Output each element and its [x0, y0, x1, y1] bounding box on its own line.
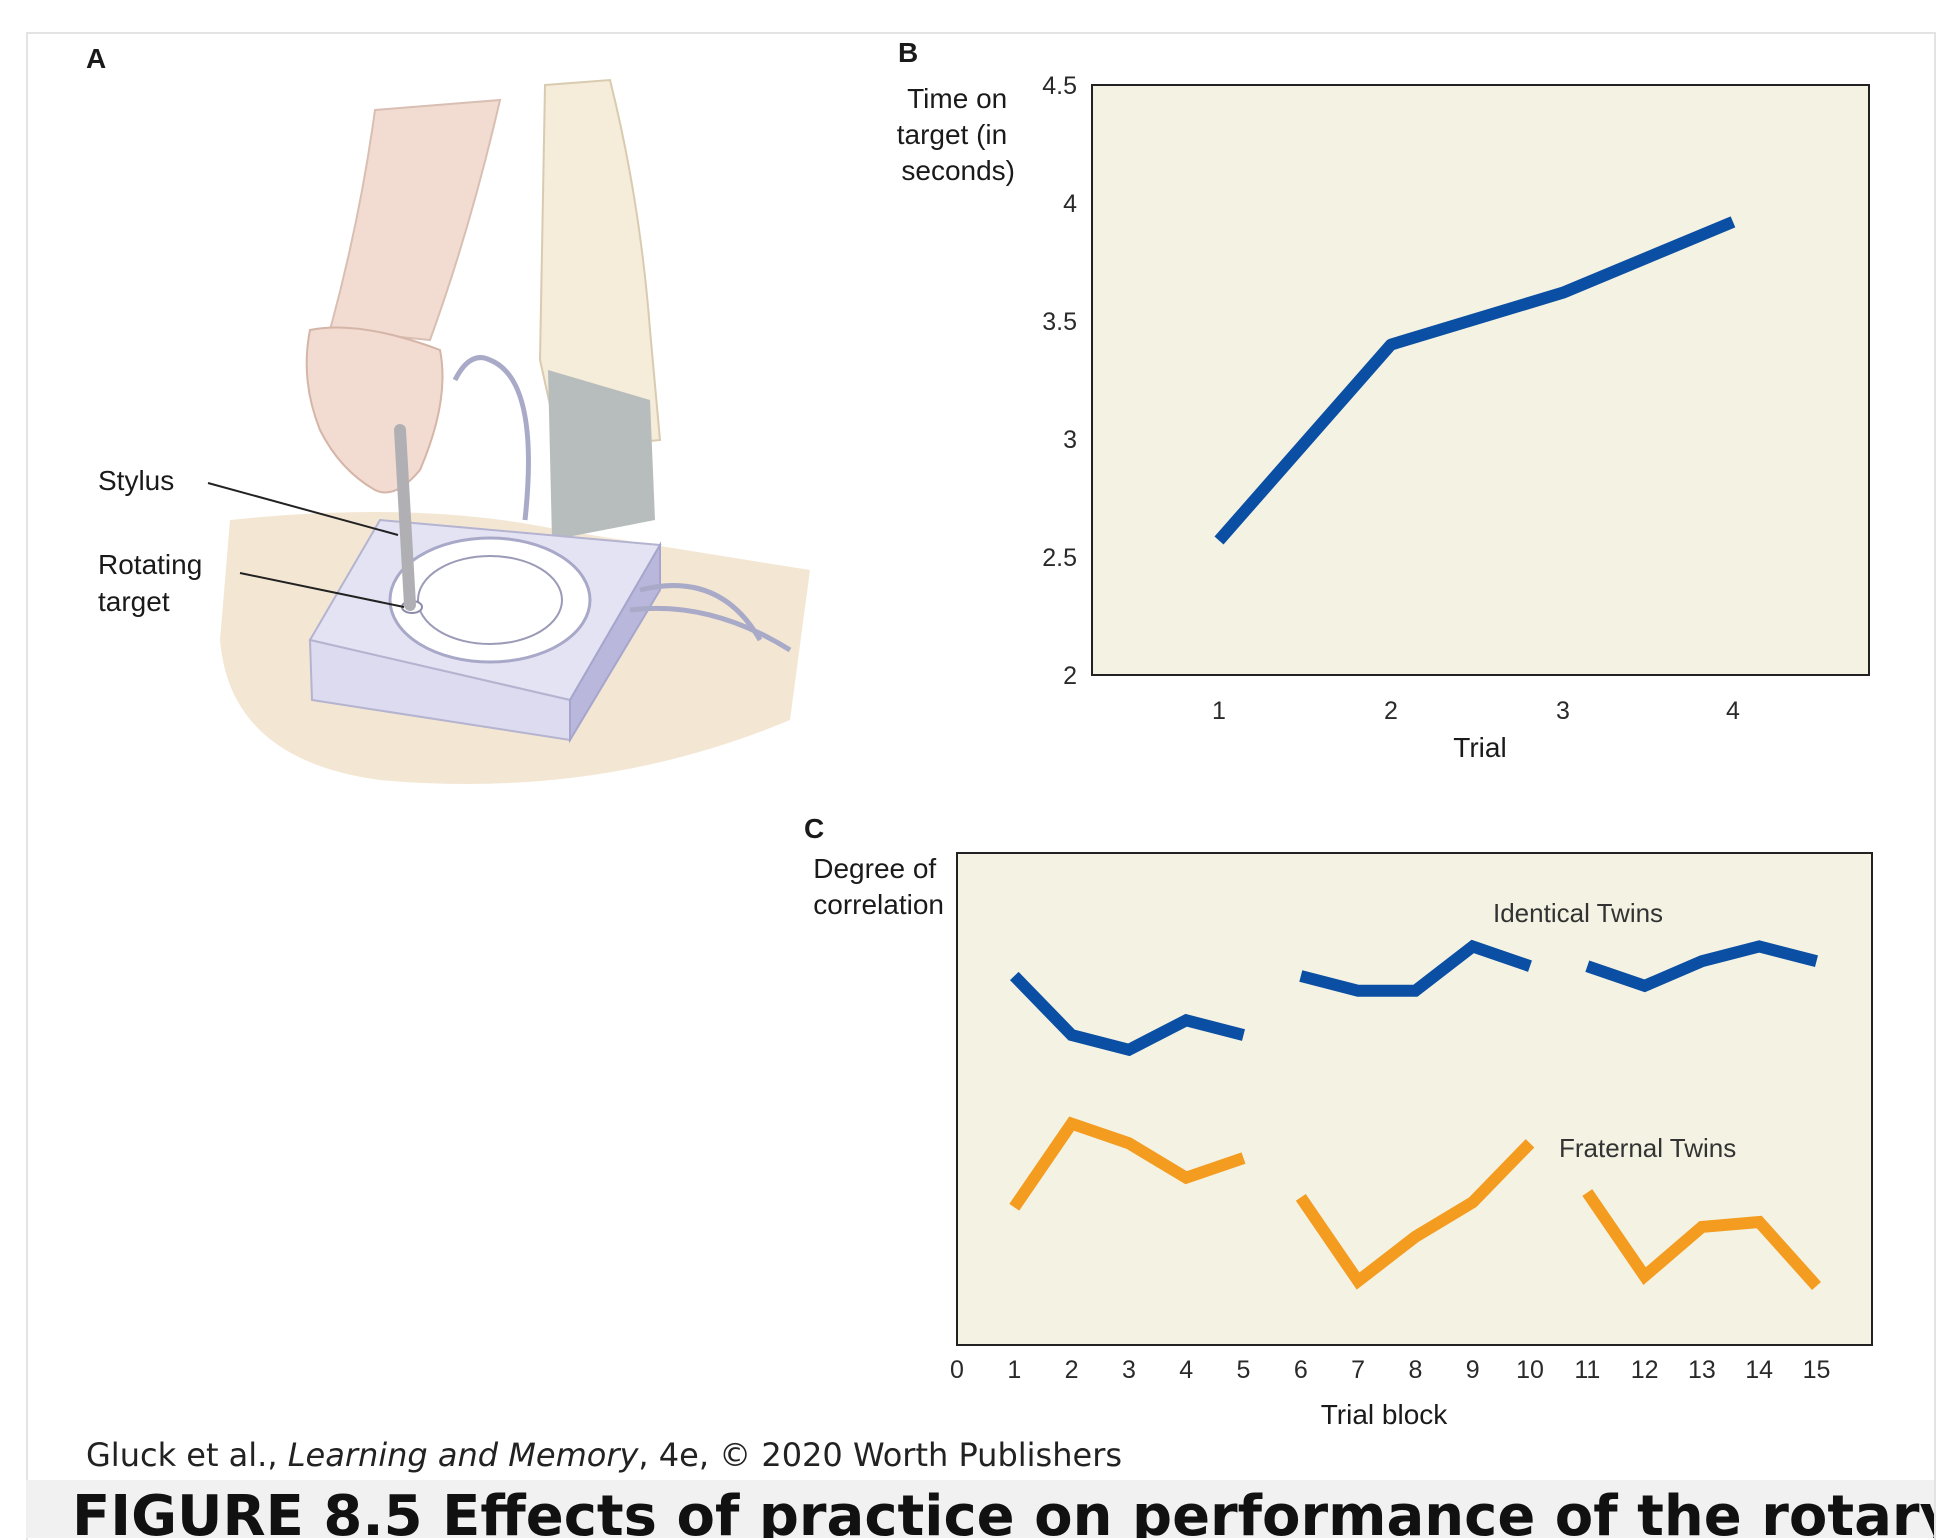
panel-a-letter: A: [86, 43, 106, 74]
panel-b-xtick: 4: [1726, 697, 1740, 725]
panel-c-xtick: 0: [950, 1356, 964, 1384]
rotating-target-label-line-2: target: [98, 586, 170, 617]
trousers: [548, 370, 655, 540]
panel-c-xtick: 7: [1351, 1356, 1365, 1384]
panel-b-xlabel: Trial: [1453, 732, 1506, 763]
panel-b-ytick: 3: [1063, 426, 1077, 454]
panel-c-xtick: 12: [1631, 1356, 1659, 1384]
figure-caption-title: FIGURE 8.5 Effects of practice on perfor…: [72, 1484, 1934, 1538]
panel-c-xtick: 15: [1803, 1356, 1831, 1384]
panel-c-xtick: 13: [1688, 1356, 1716, 1384]
hand: [305, 326, 444, 494]
panel-c-xtick: 1: [1007, 1356, 1021, 1384]
panel-b-xtick: 3: [1556, 697, 1570, 725]
panel-b-xtick: 2: [1384, 697, 1398, 725]
fraternal-twins-segment-2: [1295, 1139, 1535, 1290]
legend-identical-twins: Identical Twins: [1493, 898, 1663, 928]
panel-c-ticks: 0 1 2 3 4 5 6 7 8 9 10 11 12 13 14 15: [950, 1356, 1830, 1384]
credit-suffix: , 4e, © 2020 Worth Publishers: [638, 1436, 1123, 1474]
panel-c-xtick: 8: [1408, 1356, 1422, 1384]
panel-b-ytick: 2.5: [1042, 544, 1077, 572]
panel-c-ylabel-line-2: correlation: [813, 889, 944, 920]
arm: [328, 98, 502, 342]
panel-c-plot-area: [956, 852, 1873, 1346]
panel-c-xtick: 3: [1122, 1356, 1136, 1384]
panel-b-letter: B: [898, 37, 918, 68]
panel-c-letter: C: [804, 813, 824, 844]
panel-c-xtick: 4: [1179, 1356, 1193, 1384]
identical-twins-segment-1: [1009, 971, 1245, 1057]
panel-b-ylabel-line-2: target (in: [897, 119, 1008, 150]
panel-c-xtick: 14: [1745, 1356, 1773, 1384]
panel-b-ytick: 2: [1063, 662, 1077, 690]
identical-twins-segment-2: [1299, 939, 1532, 997]
panel-a-illustration: A Stylus Rotating target: [86, 43, 810, 784]
figure-credit: Gluck et al., Learning and Memory, 4e, ©…: [86, 1436, 1122, 1474]
fraternal-twins-segment-3: [1582, 1189, 1821, 1290]
panel-b-ytick: 4: [1063, 190, 1077, 218]
cable: [452, 355, 531, 521]
fraternal-twins-segment-1: [1009, 1116, 1246, 1211]
target-leader-line: [239, 572, 405, 608]
panel-b-xtick: 1: [1212, 697, 1226, 725]
credit-book-title: Learning and Memory: [287, 1436, 639, 1474]
panel-c-chart: C Degree of correlation 0 1 2 3 4 5 6 7 8 9 10 11 12…: [804, 813, 1873, 1430]
panel-c-ylabel-line-1: Degree of: [813, 853, 936, 884]
credit-prefix: Gluck et al.,: [86, 1436, 288, 1474]
turntable-track: [417, 555, 563, 645]
panel-c-xtick: 6: [1294, 1356, 1308, 1384]
legend-fraternal-twins: Fraternal Twins: [1559, 1133, 1736, 1163]
torso: [538, 78, 662, 452]
panel-b-ylabel-line-1: Time on: [907, 83, 1007, 114]
stylus: [394, 424, 416, 611]
panel-c-xtick: 2: [1065, 1356, 1079, 1384]
stylus-leader-line: [207, 482, 399, 536]
panel-b-ylabel: Time on target (in seconds): [897, 83, 1015, 186]
panel-b-ytick: 3.5: [1042, 308, 1077, 336]
panel-c-xtick: 10: [1516, 1356, 1544, 1384]
caption-bar: FIGURE 8.5 Effects of practice on perfor…: [26, 1480, 1934, 1538]
rotating-target-label: Rotating target: [98, 549, 210, 617]
stylus-label: Stylus: [98, 465, 174, 496]
panel-c-ylabel: Degree of correlation: [813, 853, 944, 920]
panel-b-ticks: 2 2.5 3 3.5 4 4.5 1 2 3 4: [1042, 72, 1740, 725]
panel-c-xtick: 11: [1574, 1356, 1600, 1384]
panel-c-xtick: 5: [1237, 1356, 1251, 1384]
panel-b-ytick: 4.5: [1042, 72, 1077, 100]
panel-c-xlabel: Trial block: [1321, 1399, 1449, 1430]
panel-b-plot-area: [1091, 84, 1870, 676]
panel-b-series-line: [1214, 216, 1736, 545]
panel-b-ylabel-line-3: seconds): [901, 155, 1015, 186]
box-wires: [629, 583, 792, 653]
rotating-target-label-line-1: Rotating: [98, 549, 202, 580]
panel-b-chart: B Time on target (in seconds) 2 2.5 3 3.5 4 4…: [897, 37, 1870, 763]
identical-twins-segment-3: [1585, 940, 1818, 993]
panel-c-series-lines: [1009, 939, 1821, 1290]
box-side: [569, 541, 661, 744]
panel-c-xtick: 9: [1466, 1356, 1480, 1384]
